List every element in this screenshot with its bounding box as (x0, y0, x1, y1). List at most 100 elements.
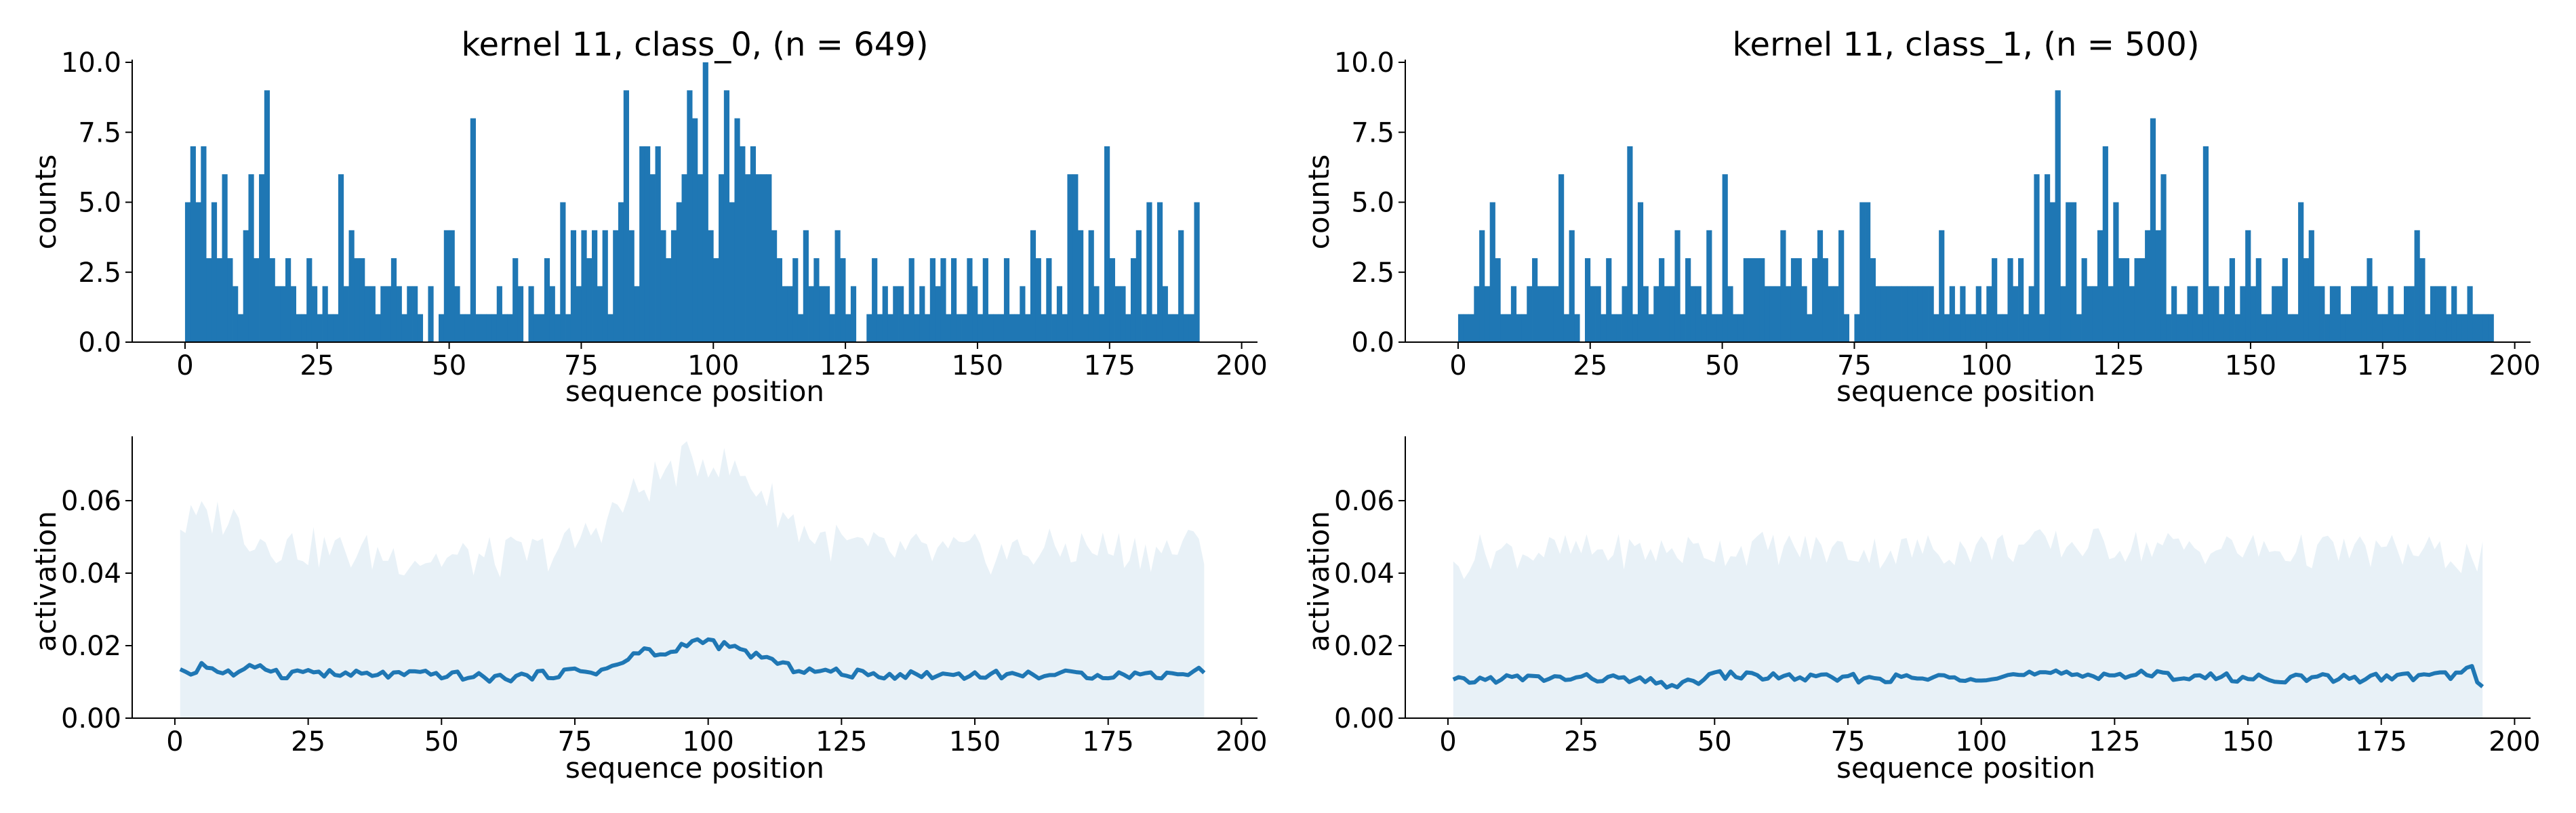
bar (993, 314, 999, 342)
x-tick-label: 200 (2489, 350, 2540, 381)
bar (544, 258, 550, 342)
y-tick-label: 10.0 (61, 47, 121, 79)
bar (2166, 314, 2172, 342)
bar (982, 258, 988, 342)
bar (1146, 202, 1152, 342)
bar (407, 286, 413, 342)
bar (808, 286, 814, 342)
y-tick-label: 2.5 (78, 257, 121, 289)
bar (275, 286, 281, 342)
bar (1527, 286, 1533, 342)
bar (866, 314, 872, 342)
bar (2403, 286, 2410, 342)
bar (1780, 230, 1786, 342)
bar (576, 286, 582, 342)
bar (285, 258, 291, 342)
bar (745, 174, 751, 342)
bar (1960, 286, 1966, 342)
x-tick-label: 75 (564, 350, 599, 381)
bar (1643, 286, 1649, 342)
bar (2039, 314, 2045, 342)
bar (2340, 314, 2346, 342)
bar (507, 314, 513, 342)
bar (1051, 314, 1058, 342)
x-tick-label: 125 (2093, 350, 2144, 381)
x-tick-label: 175 (2357, 350, 2409, 381)
bar (222, 174, 228, 342)
bar (1558, 174, 1565, 342)
x-tick-label: 50 (424, 726, 459, 757)
bar (2266, 314, 2272, 342)
bar (1949, 286, 1955, 342)
bar (950, 258, 957, 342)
bar (1500, 314, 1506, 342)
bar (1880, 286, 1887, 342)
bar (2049, 202, 2055, 342)
bar (280, 286, 286, 342)
activation-mean-line (1452, 664, 2484, 690)
bar (2134, 258, 2140, 342)
x-tick-label: 125 (2089, 726, 2140, 757)
bar (792, 258, 799, 342)
bar (1828, 286, 1834, 342)
bar (1479, 230, 1485, 342)
bar (428, 286, 434, 342)
bar (1917, 286, 1924, 342)
bars-group (184, 62, 1200, 343)
bar (2446, 314, 2452, 342)
bar (2335, 286, 2341, 342)
bar (1489, 202, 1495, 342)
bar (1130, 258, 1137, 342)
bar (956, 314, 962, 342)
bar (2467, 286, 2473, 342)
bar (988, 314, 994, 342)
x-tick-label: 25 (300, 350, 334, 381)
chart-title: kernel 11, class_1, (n = 500) (1732, 26, 2199, 64)
bar (1674, 230, 1681, 342)
bar (412, 286, 418, 342)
bar (1701, 314, 1707, 342)
bar (2419, 258, 2426, 342)
bar (708, 230, 714, 342)
bar (439, 314, 445, 342)
bar (2002, 314, 2008, 342)
bar (634, 286, 640, 342)
y-tick-label: 5.0 (78, 188, 121, 219)
bar (1611, 314, 1617, 342)
bar (1009, 314, 1015, 342)
bar (1748, 258, 1754, 342)
bar (1981, 314, 1987, 342)
bar (1584, 258, 1591, 342)
bar (369, 286, 376, 342)
bar (2145, 230, 2151, 342)
bar (1083, 314, 1089, 342)
bar (354, 258, 360, 342)
bar (935, 286, 941, 342)
bar (887, 314, 893, 342)
bar (660, 230, 666, 342)
bar (925, 314, 931, 342)
bar (819, 286, 825, 342)
bar (216, 258, 222, 342)
bar (1506, 314, 1512, 342)
bar (2308, 230, 2314, 342)
bar (1812, 258, 1818, 342)
bar (961, 314, 967, 342)
bar (549, 286, 555, 342)
bar (893, 286, 899, 342)
bar (623, 90, 629, 343)
bar (2092, 286, 2098, 342)
bar (1521, 314, 1527, 342)
bar (2060, 286, 2066, 342)
bar (2202, 146, 2209, 342)
bar (2319, 286, 2325, 342)
bar (2346, 314, 2352, 342)
bar (2198, 314, 2204, 342)
x-tick-label: 200 (1215, 726, 1267, 757)
bar (1025, 314, 1031, 342)
bar (813, 258, 820, 342)
bar (1706, 230, 1712, 342)
bar (977, 314, 984, 342)
bar (1595, 286, 1601, 342)
bar (1716, 314, 1723, 342)
